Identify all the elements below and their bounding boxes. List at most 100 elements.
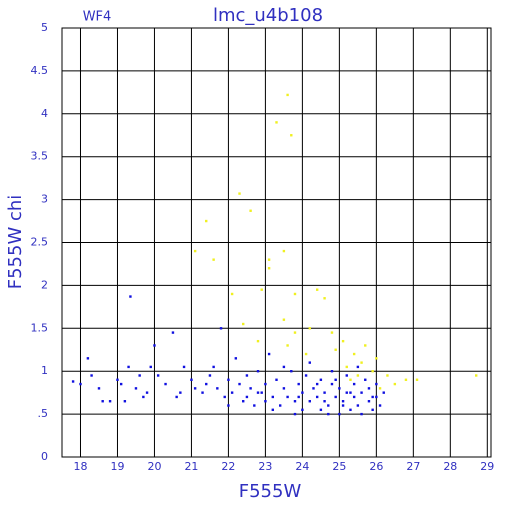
point (386, 374, 389, 377)
point (256, 391, 260, 394)
point (323, 400, 326, 403)
point (242, 322, 245, 326)
point (182, 365, 186, 369)
point (171, 331, 175, 334)
point (190, 378, 193, 381)
point (264, 382, 267, 386)
point (149, 365, 152, 369)
point (349, 391, 352, 394)
point (308, 361, 311, 364)
point (319, 378, 323, 381)
point (375, 395, 378, 399)
y-tick-label: 3 (41, 193, 48, 206)
point (349, 408, 352, 412)
point (345, 365, 348, 369)
point (341, 400, 345, 403)
point (205, 382, 208, 386)
point (330, 331, 334, 334)
point (129, 295, 132, 298)
point (116, 378, 119, 381)
point (286, 93, 289, 97)
point (293, 400, 297, 403)
y-tick-label: 4.5 (31, 64, 49, 77)
point (227, 404, 230, 407)
point (304, 374, 308, 377)
point (227, 378, 230, 381)
point (282, 365, 286, 369)
point (97, 387, 101, 390)
point (415, 378, 419, 381)
point (367, 400, 371, 403)
x-tick-label: 26 (369, 460, 383, 473)
point (330, 370, 334, 373)
point (267, 267, 271, 270)
point (334, 378, 337, 381)
x-tick-label: 18 (73, 460, 87, 473)
point (382, 391, 385, 394)
x-tick-label: 22 (221, 460, 235, 473)
point (301, 408, 304, 412)
point (256, 370, 260, 373)
point (275, 121, 278, 124)
point (71, 380, 75, 383)
point (123, 400, 127, 403)
point (290, 370, 293, 373)
point (249, 209, 252, 212)
x-tick-label: 23 (258, 460, 272, 473)
point (249, 387, 252, 390)
point (319, 408, 323, 412)
point (364, 378, 367, 381)
point (260, 288, 263, 291)
point (234, 357, 238, 360)
point (260, 391, 263, 394)
point (238, 382, 241, 386)
point (352, 382, 356, 386)
chart-title: lmc_u4b108 (213, 5, 323, 26)
point (323, 297, 326, 300)
point (338, 387, 341, 390)
x-tick-label: 21 (184, 460, 198, 473)
point (271, 408, 275, 412)
y-tick-label: 2 (41, 278, 48, 291)
y-tick-label: 0 (41, 450, 48, 463)
point (375, 357, 378, 360)
point (308, 327, 311, 330)
point (297, 382, 300, 386)
point (219, 327, 223, 330)
point (216, 387, 219, 390)
point (134, 387, 138, 390)
point (108, 400, 112, 403)
point (297, 395, 300, 399)
point (330, 382, 334, 386)
point (212, 365, 215, 369)
point (360, 412, 363, 416)
point (201, 391, 204, 394)
point (245, 374, 249, 377)
point (315, 382, 319, 386)
point (315, 395, 319, 399)
point (378, 404, 382, 407)
point (90, 374, 93, 377)
point (286, 344, 289, 347)
point (312, 387, 315, 390)
point (175, 395, 178, 399)
point (475, 374, 478, 377)
y-tick-label: 1.5 (31, 321, 49, 334)
point (138, 374, 141, 377)
x-tick-label: 24 (295, 460, 309, 473)
point (301, 391, 304, 394)
y-tick-label: 2.5 (31, 236, 49, 249)
point (356, 404, 360, 407)
point (267, 258, 271, 261)
y-tick-label: 3.5 (31, 150, 49, 163)
x-tick-label: 19 (110, 460, 124, 473)
point (278, 404, 282, 407)
point (334, 395, 337, 399)
point (212, 258, 215, 261)
point (156, 374, 160, 377)
point (378, 387, 382, 390)
point (338, 412, 341, 416)
point (341, 404, 345, 407)
point (164, 382, 167, 386)
